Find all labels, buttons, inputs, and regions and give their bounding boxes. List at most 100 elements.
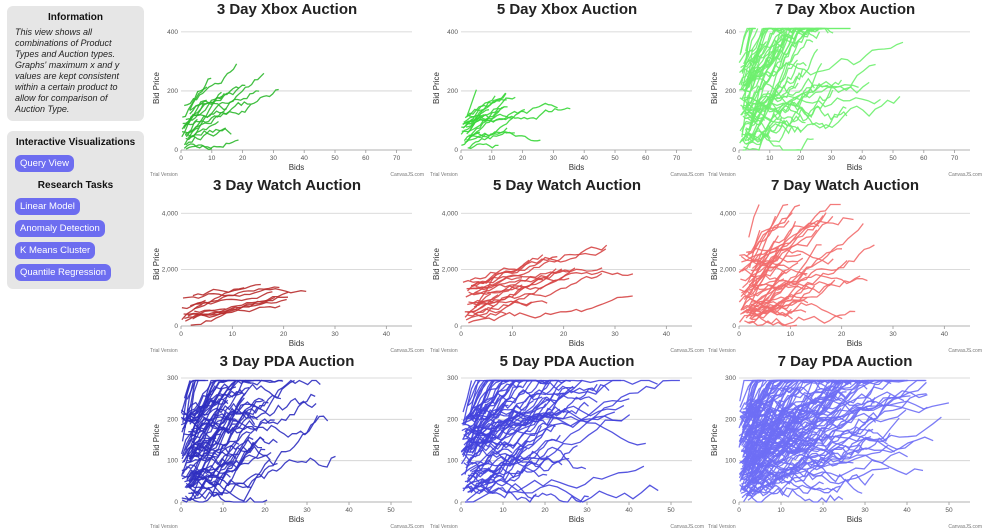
series-line [465,379,610,420]
series-line [185,428,195,450]
series-line [189,399,229,456]
series-line [747,59,798,136]
x-tick-label: 20 [819,507,827,514]
x-tick-label: 20 [280,331,288,338]
series-line [745,33,790,109]
series-line [745,304,793,320]
series-line [462,244,608,285]
x-tick-label: 20 [797,155,805,162]
trial-version-mark: Trial Version [150,524,178,530]
x-tick-label: 0 [179,331,183,338]
series-line [740,379,766,426]
series-line [740,474,755,481]
series-line [185,101,251,121]
x-tick-label: 10 [488,155,496,162]
series-line [745,484,844,504]
series-line [464,419,496,475]
series-line [189,77,212,111]
chart-title: 3 Day Watch Auction [212,177,362,194]
x-tick-label: 50 [889,155,897,162]
series-line [468,267,603,292]
series-line [741,379,801,414]
series-line [745,460,890,485]
series-line [466,89,478,117]
series-line [745,95,901,133]
series-line [466,419,556,481]
series-line [738,439,753,479]
x-tick-label: 50 [667,507,675,514]
x-tick-label: 10 [499,507,507,514]
k-means-cluster-button[interactable]: K Means Cluster [15,242,96,259]
quantile-regression-button[interactable]: Quantile Regression [15,264,112,281]
series-line [194,298,287,313]
series-line [185,136,196,146]
series-line [750,393,927,485]
series-line [747,310,856,327]
y-tick-label: 0 [174,147,178,154]
x-tick-label: 50 [611,155,619,162]
x-tick-label: 70 [673,155,681,162]
series-line [472,457,570,492]
series-line [185,460,238,489]
x-tick-label: 30 [611,331,619,338]
chart-title: 7 Day Xbox Auction [774,1,916,18]
x-axis-label: Bids [289,339,305,348]
x-tick-label: 60 [920,155,928,162]
series-line [466,400,534,423]
series-line [466,379,510,406]
series-line [468,440,529,493]
x-tick-label: 0 [737,507,741,514]
linear-model-button[interactable]: Linear Model [15,198,80,215]
anomaly-detection-button[interactable]: Anomaly Detection [15,220,105,237]
series-line [751,429,811,477]
series-line [474,311,507,319]
x-tick-label: 70 [951,155,959,162]
x-tick-label: 30 [861,507,869,514]
series-line [753,204,801,250]
series-line [468,108,526,149]
y-tick-label: 0 [454,499,458,506]
chart-svg: 0 100 200 300 0 10 20 30 40 50 Bids Bid Price Trial … [430,375,704,530]
sidebar: Information This view shows all combinat… [7,6,144,299]
chart-svg: 0 200 400 0 10 20 30 40 50 60 70 Bids Bid Price Trial… [708,27,982,178]
y-tick-label: 200 [725,88,736,95]
chart-6: 7 Day Watch Auction 0 2,000 4,000 0 10 20 30 40 B… [706,177,984,356]
info-text: This view shows all combinations of Prod… [15,27,120,114]
y-tick-label: 0 [454,147,458,154]
series-line [746,458,924,484]
chart-9: 7 Day PDA Auction 0 100 200 300 0 10 20 30 40 50 Bi… [706,353,984,532]
y-tick-label: 200 [167,88,178,95]
y-tick-label: 200 [725,416,736,423]
x-tick-label: 10 [787,331,795,338]
series-line [182,86,208,118]
x-tick-label: 50 [387,507,395,514]
series-line [746,34,791,93]
series-line [183,72,265,129]
series-line [745,244,875,319]
y-tick-label: 4,000 [442,210,459,217]
chart-3: 7 Day Xbox Auction 0 200 400 0 10 20 30 40 50 60 70… [706,1,984,180]
chart-1: 3 Day Xbox Auction 0 200 400 0 10 20 30 40 50 60 70… [148,1,426,180]
series-line [465,96,516,128]
x-tick-label: 20 [519,155,527,162]
query-view-button[interactable]: Query View [15,155,74,172]
y-tick-label: 200 [447,416,458,423]
series-line [753,271,786,291]
y-tick-label: 4,000 [720,210,737,217]
series-line [466,131,541,142]
info-title: Information [48,12,103,23]
series-line [744,478,863,503]
series-line [472,379,658,431]
brand-mark: CanvasJS.com [948,172,982,178]
series-line [745,410,772,462]
interactive-title: Interactive Visualizations [15,137,136,148]
y-tick-label: 4,000 [162,210,179,217]
chart-svg: 0 2,000 4,000 0 10 20 30 40 Bids Bid Price Trial V… [708,203,982,354]
x-tick-label: 60 [642,155,650,162]
chart-2: 5 Day Xbox Auction 0 200 400 0 10 20 30 40 50 60 70… [428,1,706,180]
y-tick-label: 300 [167,375,178,382]
x-tick-label: 0 [737,155,741,162]
series-line [748,437,888,465]
series-line [751,299,809,321]
x-axis-label: Bids [289,515,305,524]
